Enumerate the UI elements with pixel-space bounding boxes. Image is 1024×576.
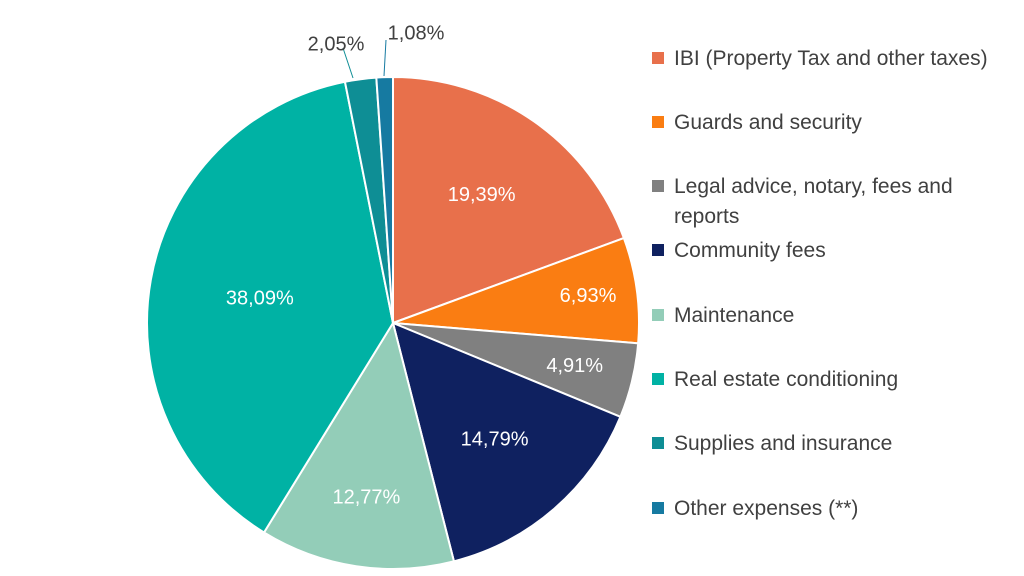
slice-label-guards-security: 6,93% xyxy=(560,285,617,307)
slice-label-legal-advice: 4,91% xyxy=(546,355,603,377)
legend-label: Real estate conditioning xyxy=(674,368,899,391)
legend-swatch-legal-advice xyxy=(652,180,664,192)
legend-swatch-real-estate-conditioning xyxy=(652,373,664,385)
legend-item-supplies-insurance: Supplies and insurance xyxy=(652,429,1019,459)
slice-label-other-expenses: 1,08% xyxy=(388,22,445,44)
slice-label-real-estate-conditioning: 38,09% xyxy=(226,287,294,309)
slice-label-maintenance: 12,77% xyxy=(332,486,400,508)
leader-line-supplies-insurance xyxy=(342,47,354,79)
legend-item-guards-security: Guards and security xyxy=(652,108,1019,138)
legend-item-ibi: IBI (Property Tax and other taxes) xyxy=(652,44,1019,74)
legend-swatch-guards-security xyxy=(652,116,664,128)
legend-label: Maintenance xyxy=(674,304,795,327)
legend-swatch-other-expenses xyxy=(652,502,664,514)
legend-label: Guards and security xyxy=(674,111,862,134)
pie-slice-other-expenses xyxy=(375,75,394,324)
legend-label: Community fees xyxy=(674,239,826,262)
legend-swatch-community-fees xyxy=(652,244,664,256)
legend-label: Legal advice, notary, fees and reports xyxy=(674,175,953,228)
pie-slices xyxy=(146,75,640,570)
legend-item-community-fees: Community fees xyxy=(652,236,1019,266)
legend-item-other-expenses: Other expenses (**) xyxy=(652,494,1019,524)
slice-label-ibi: 19,39% xyxy=(448,184,516,206)
slice-label-supplies-insurance: 2,05% xyxy=(308,33,365,55)
legend-label: Supplies and insurance xyxy=(674,432,893,455)
legend-label: Other expenses (**) xyxy=(674,497,859,520)
leader-lines xyxy=(342,39,387,79)
legend-item-real-estate-conditioning: Real estate conditioning xyxy=(652,365,1019,395)
legend-label: IBI (Property Tax and other taxes) xyxy=(674,47,988,70)
pie-slice-ibi xyxy=(392,75,626,325)
slice-labels: 19,39% 6,93% 4,91% 14,79% 12,77% 38,09% 2,05% 1… xyxy=(226,22,617,508)
leader-line-other-expenses xyxy=(383,39,387,77)
legend-swatch-maintenance xyxy=(652,309,664,321)
slice-label-community-fees: 14,79% xyxy=(461,428,529,450)
legend-item-legal-advice: Legal advice, notary, fees and reports xyxy=(652,172,1019,232)
pie-slice-guards-security xyxy=(392,236,640,345)
legend-item-maintenance: Maintenance xyxy=(652,301,1019,331)
pie-slice-real-estate-conditioning xyxy=(146,80,395,534)
pie-slice-maintenance xyxy=(262,320,456,570)
legend-swatch-supplies-insurance xyxy=(652,437,664,449)
pie-slice-community-fees xyxy=(391,321,622,563)
legend-swatch-ibi xyxy=(652,52,664,64)
